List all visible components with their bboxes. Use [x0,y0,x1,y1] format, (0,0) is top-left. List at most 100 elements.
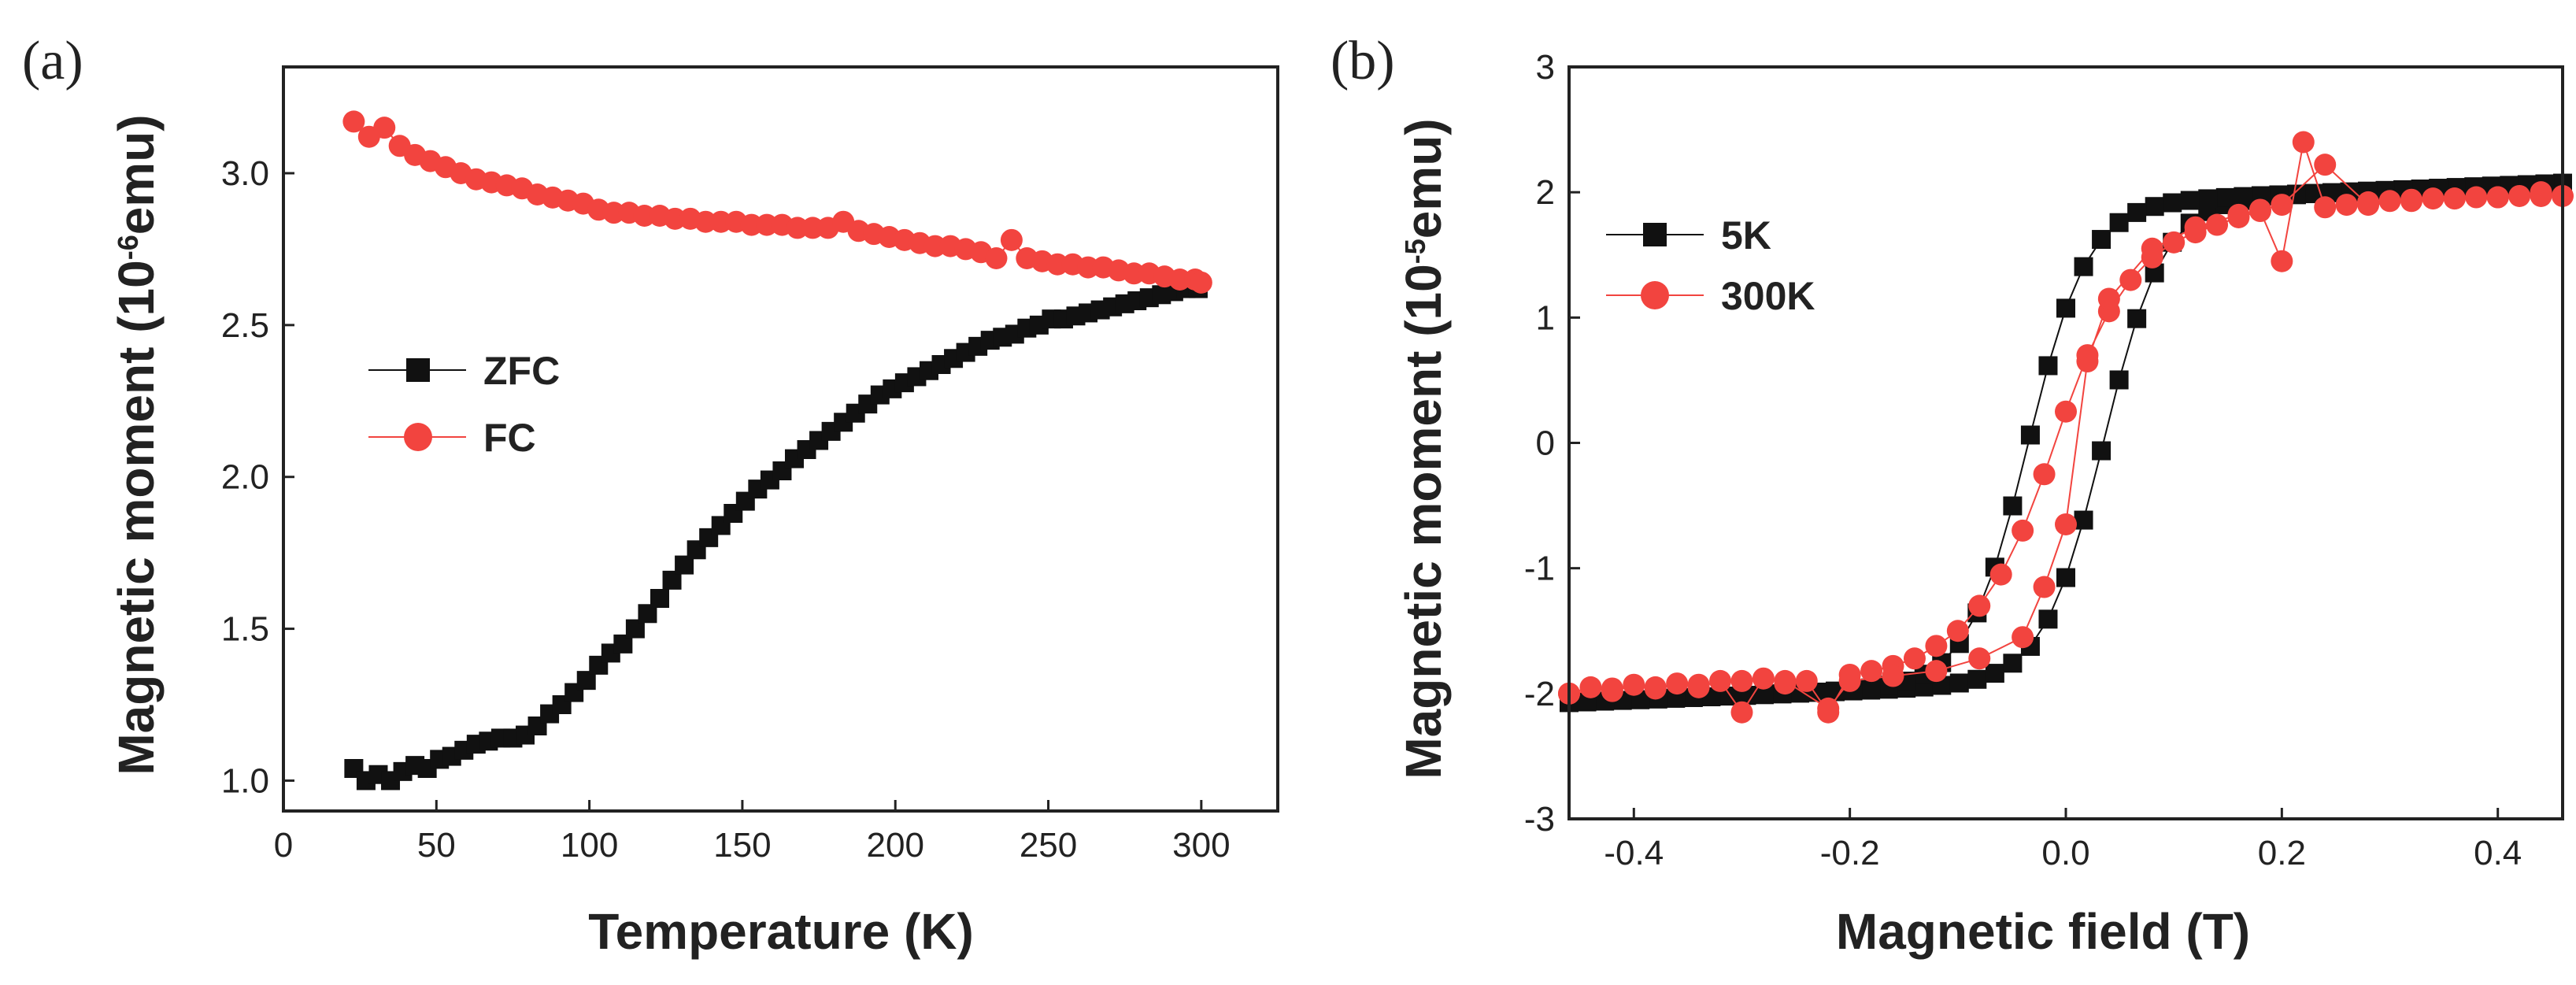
panel-a-xlabel: Temperature (K) [588,903,974,960]
data-point-300k [2378,190,2401,213]
data-point-300k [2012,519,2034,542]
x-tick-label: 100 [561,826,618,865]
data-point-5k [2127,202,2147,222]
panel-a-plot-area [342,110,1212,791]
data-point-300k [2076,350,2099,373]
panel-a-ticks: 0 50 100 150 200 250 300 1.0 1.5 2.0 2.5 3.0 [221,154,1231,865]
data-point-5k [2234,187,2253,206]
y-tick-label: 2 [1536,173,1555,212]
x-tick-label: 0.2 [2258,834,2306,872]
panel-a-legend: ZFC FC [368,349,560,460]
legend-fc-marker [404,423,432,451]
data-point-300k [2033,576,2056,598]
panel-a-frame [282,65,1279,813]
data-point-fc [801,217,824,239]
data-point-fc [694,210,717,233]
data-point-5k [2056,568,2075,587]
data-point-300k [2357,194,2380,217]
data-point-fc [786,217,809,239]
data-point-fc [373,117,396,139]
data-point-300k [1817,697,1840,720]
data-point-fc [1000,228,1023,251]
x-tick-label: 0.4 [2474,834,2522,872]
panel-b-ticks: -0.4 -0.2 0.0 0.2 0.4 -3 -2 -1 0 1 2 3 [1524,48,2522,872]
data-point-300k [1968,594,1991,617]
data-point-5k [2145,197,2164,217]
legend-zfc-label: ZFC [483,349,560,393]
data-point-300k [2184,216,2207,239]
data-point-5k [2003,654,2023,673]
x-tick-label: 300 [1172,826,1230,865]
data-point-300k [1795,669,1818,692]
data-point-300k [1774,669,1797,692]
data-point-300k [1730,669,1753,692]
data-point-300k [2141,237,2163,260]
data-point-300k [1968,647,1991,670]
data-point-300k [1752,667,1775,690]
panel-a-ylabel: Magnetic moment (10-6emu) [108,114,165,775]
panel-b-ylabel: Magnetic moment (10-5emu) [1395,118,1452,779]
y-tick-label: -2 [1524,675,1555,713]
data-point-fc [602,202,625,224]
data-point-300k [1860,660,1883,683]
y-tick-label: 3 [1536,48,1555,87]
legend-300k-label: 300K [1721,274,1815,318]
legend-fc-label: FC [483,416,536,460]
y-tick-label: -3 [1524,800,1555,839]
data-point-5k [2038,356,2058,376]
data-point-300k [1687,673,1710,696]
data-point-300k [2271,194,2293,217]
y-tick-label: 2.0 [221,458,269,497]
data-point-5k [2215,187,2235,207]
data-point-300k [1925,635,1948,657]
data-point-5k [2092,441,2112,461]
panel-b: (b) Magnetic moment (10-5emu) Magnetic f… [1331,31,2574,960]
y-tick-label: -1 [1524,550,1555,588]
x-tick-label: 150 [713,826,771,865]
legend-zfc-marker [406,358,430,382]
data-point-300k [2271,250,2293,272]
legend-5k-label: 5K [1721,213,1771,257]
x-tick-label: 0.0 [2041,834,2089,872]
legend-5k-marker [1643,223,1667,246]
data-point-5k [2163,193,2182,213]
data-point-300k [1709,669,1732,692]
y-tick-label: 1.5 [221,610,269,649]
data-point-5k [2038,609,2058,629]
legend-300k-marker [1641,281,1669,309]
data-point-5k [2109,213,2129,232]
data-point-300k [2163,231,2186,254]
x-tick-label: 200 [867,826,924,865]
y-tick-label: 3.0 [221,154,269,193]
data-point-300k [2314,196,2337,219]
y-tick-label: 2.5 [221,306,269,345]
series-line-300k [1568,142,2563,714]
data-point-5k [2074,510,2093,530]
panel-b-plot-area [1558,131,2574,724]
data-point-fc [664,207,687,230]
data-point-300k [1601,677,1623,700]
data-point-300k [2486,186,2509,209]
data-point-300k [2055,400,2077,423]
data-point-5k [2127,309,2147,328]
y-tick-label: 1.0 [221,761,269,800]
x-tick-label: 50 [417,826,456,865]
data-point-fc [1123,262,1146,285]
data-point-fc [756,213,779,236]
data-point-5k [1985,664,2004,683]
data-point-300k [2292,131,2315,154]
data-point-300k [2508,184,2531,207]
data-point-300k [2443,187,2466,210]
data-point-fc [923,235,946,257]
data-point-5k [2020,425,2040,445]
data-point-fc [1168,268,1191,291]
data-point-300k [2033,463,2056,486]
data-point-300k [2530,181,2552,204]
data-point-300k [2465,186,2488,209]
y-tick-label: 0 [1536,424,1555,463]
panel-b-legend: 5K 300K [1606,213,1815,318]
x-tick-label: 0 [274,826,293,865]
panel-a: (a) Magnetic moment (10-6emu) Temperatur… [22,31,1279,960]
data-point-fc [1046,253,1069,276]
